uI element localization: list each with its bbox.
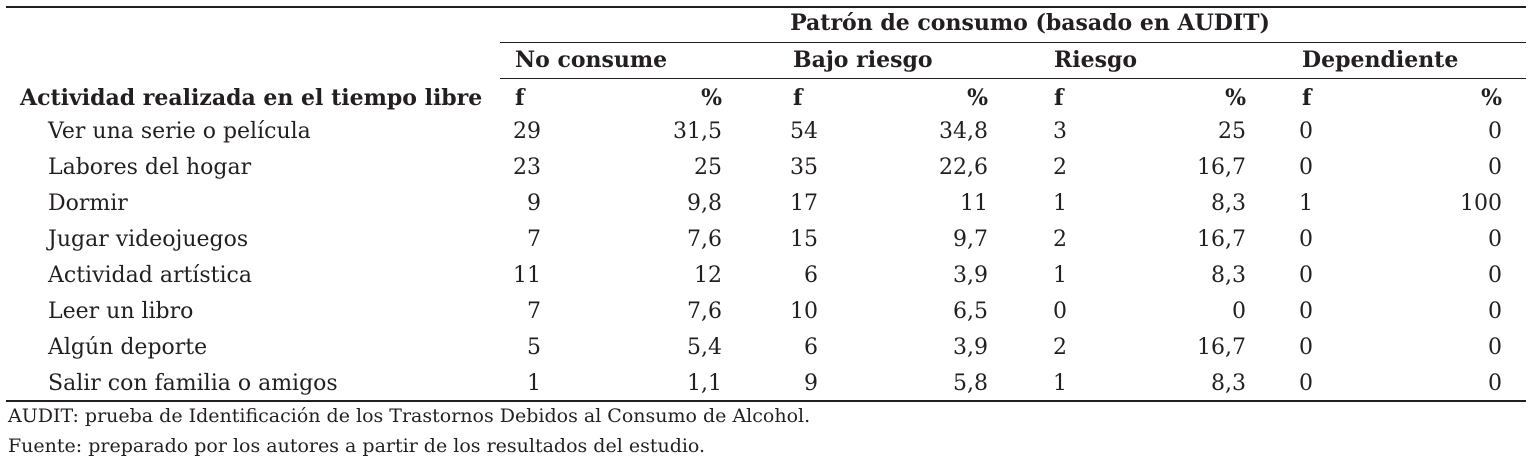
- cell-frequency: 1: [1053, 191, 1067, 216]
- cell-frequency: 2: [1053, 227, 1067, 252]
- cell-frequency: 0: [1299, 227, 1313, 252]
- row-label: Actividad artística: [48, 263, 252, 288]
- cell-frequency: 35: [790, 155, 818, 180]
- cell-percent: 16,7: [1197, 155, 1246, 180]
- group-header-riesgo: Riesgo: [1054, 47, 1138, 73]
- cell-percent: 100: [1460, 191, 1502, 216]
- top-rule: [6, 6, 1526, 8]
- cell-percent: 11: [960, 191, 988, 216]
- cell-frequency: 5: [527, 335, 541, 360]
- cell-percent: 0: [1488, 299, 1502, 324]
- cell-frequency: 1: [527, 371, 541, 396]
- cell-frequency: 2: [1053, 155, 1067, 180]
- cell-percent: 16,7: [1197, 335, 1246, 360]
- footnote-source: Fuente: preparado por los autores a part…: [8, 435, 706, 457]
- cell-frequency: 23: [513, 155, 541, 180]
- cell-frequency: 2: [1053, 335, 1067, 360]
- cell-percent: 0: [1488, 119, 1502, 144]
- cell-percent: 1,1: [687, 371, 722, 396]
- cell-frequency: 0: [1053, 299, 1067, 324]
- footnote-abbreviation: AUDIT: prueba de Identificación de los T…: [8, 405, 811, 427]
- subheader-f: f: [515, 85, 525, 111]
- cell-percent: 0: [1488, 227, 1502, 252]
- cell-percent: 0: [1488, 335, 1502, 360]
- cell-frequency: 0: [1299, 371, 1313, 396]
- cell-frequency: 0: [1299, 335, 1313, 360]
- cell-percent: 9,8: [687, 191, 722, 216]
- subheader-percent: %: [1481, 85, 1502, 111]
- cell-percent: 6,5: [953, 299, 988, 324]
- cell-percent: 22,6: [939, 155, 988, 180]
- cell-percent: 12: [694, 263, 722, 288]
- cell-frequency: 3: [1053, 119, 1067, 144]
- cell-percent: 0: [1232, 299, 1246, 324]
- subheader-f: f: [793, 85, 803, 111]
- cell-percent: 0: [1488, 155, 1502, 180]
- cell-percent: 34,8: [939, 119, 988, 144]
- subheader-f: f: [1054, 85, 1064, 111]
- cell-percent: 3,9: [953, 335, 988, 360]
- cell-percent: 8,3: [1211, 191, 1246, 216]
- cell-percent: 16,7: [1197, 227, 1246, 252]
- cell-frequency: 1: [1299, 191, 1313, 216]
- cell-frequency: 7: [527, 227, 541, 252]
- row-label: Salir con familia o amigos: [48, 371, 338, 396]
- row-label: Labores del hogar: [48, 155, 252, 180]
- cell-percent: 5,8: [953, 371, 988, 396]
- subheader-percent: %: [967, 85, 988, 111]
- cell-frequency: 1: [1053, 263, 1067, 288]
- cell-frequency: 0: [1299, 263, 1313, 288]
- row-label: Ver una serie o película: [48, 119, 311, 144]
- cell-percent: 0: [1488, 371, 1502, 396]
- cell-frequency: 0: [1299, 299, 1313, 324]
- cell-frequency: 11: [513, 263, 541, 288]
- cell-frequency: 0: [1299, 155, 1313, 180]
- cell-frequency: 9: [804, 371, 818, 396]
- cell-frequency: 1: [1053, 371, 1067, 396]
- subheader-f: f: [1302, 85, 1312, 111]
- cell-percent: 7,6: [687, 227, 722, 252]
- cell-percent: 3,9: [953, 263, 988, 288]
- group-rule: [500, 78, 1526, 79]
- cell-percent: 8,3: [1211, 263, 1246, 288]
- group-header-dependiente: Dependiente: [1302, 47, 1459, 73]
- cell-frequency: 15: [790, 227, 818, 252]
- spanner-rule: [500, 42, 1526, 43]
- row-label: Algún deporte: [48, 335, 208, 360]
- group-header-no-consume: No consume: [515, 47, 668, 73]
- cell-frequency: 29: [513, 119, 541, 144]
- cell-percent: 31,5: [673, 119, 722, 144]
- row-header: Actividad realizada en el tiempo libre: [20, 85, 483, 111]
- cell-percent: 25: [1218, 119, 1246, 144]
- subheader-percent: %: [1225, 85, 1246, 111]
- cell-frequency: 17: [790, 191, 818, 216]
- spanner-header: Patrón de consumo (basado en AUDIT): [790, 10, 1270, 36]
- cell-percent: 5,4: [687, 335, 722, 360]
- cell-frequency: 7: [527, 299, 541, 324]
- group-header-bajo-riesgo: Bajo riesgo: [793, 47, 933, 73]
- cell-frequency: 10: [790, 299, 818, 324]
- cell-percent: 7,6: [687, 299, 722, 324]
- row-label: Dormir: [48, 191, 128, 216]
- cell-frequency: 0: [1299, 119, 1313, 144]
- cell-percent: 9,7: [953, 227, 988, 252]
- cell-frequency: 6: [804, 335, 818, 360]
- subheader-percent: %: [701, 85, 722, 111]
- row-label: Jugar videojuegos: [48, 227, 249, 252]
- cell-frequency: 6: [804, 263, 818, 288]
- cell-percent: 0: [1488, 263, 1502, 288]
- cell-percent: 25: [694, 155, 722, 180]
- bottom-rule: [6, 400, 1526, 402]
- row-label: Leer un libro: [48, 299, 194, 324]
- cell-percent: 8,3: [1211, 371, 1246, 396]
- cell-frequency: 9: [527, 191, 541, 216]
- cell-frequency: 54: [790, 119, 818, 144]
